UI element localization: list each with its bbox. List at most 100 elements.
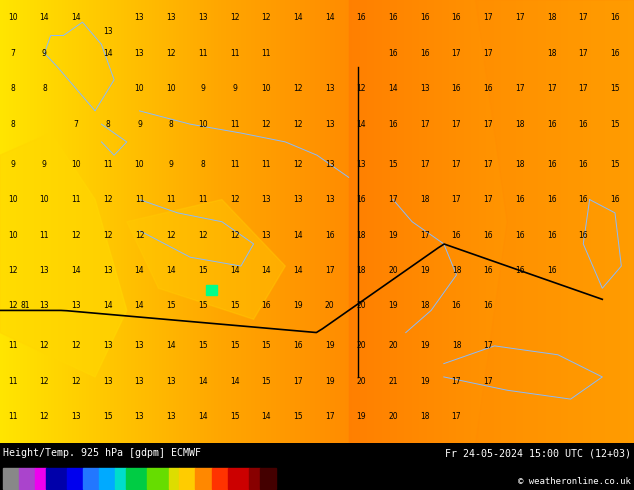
Text: 20: 20 [356, 377, 366, 386]
Text: 20: 20 [356, 342, 366, 350]
Text: 9: 9 [42, 160, 47, 169]
Text: 15: 15 [293, 413, 303, 421]
Polygon shape [127, 199, 285, 319]
Bar [228, 467, 249, 489]
Text: 11: 11 [8, 342, 17, 350]
Text: 12: 12 [294, 120, 302, 129]
Text: 7: 7 [74, 120, 79, 129]
Text: 17: 17 [325, 413, 335, 421]
Text: 16: 16 [578, 195, 588, 204]
Text: 18: 18 [357, 230, 366, 240]
Text: 12: 12 [294, 160, 302, 169]
Text: 9: 9 [42, 49, 47, 58]
Text: 20: 20 [388, 413, 398, 421]
Text: 17: 17 [578, 13, 588, 22]
Text: © weatheronline.co.uk: © weatheronline.co.uk [518, 477, 631, 486]
Text: 8: 8 [10, 84, 15, 93]
Text: 17: 17 [483, 120, 493, 129]
Text: 14: 14 [261, 266, 271, 275]
Bar [19, 467, 36, 489]
Text: 15: 15 [230, 301, 240, 311]
Text: 19: 19 [356, 413, 366, 421]
Text: 15: 15 [230, 413, 240, 421]
Text: 17: 17 [420, 230, 430, 240]
Text: 16: 16 [483, 230, 493, 240]
Text: 18: 18 [420, 413, 429, 421]
Text: 17: 17 [293, 377, 303, 386]
Text: 13: 13 [261, 195, 271, 204]
Text: 13: 13 [166, 413, 176, 421]
Text: 16: 16 [483, 301, 493, 311]
Text: 13: 13 [166, 13, 176, 22]
Text: 13: 13 [134, 413, 145, 421]
Bar [67, 467, 83, 489]
Bar [249, 467, 259, 489]
Text: 9: 9 [169, 160, 174, 169]
Text: 12: 12 [40, 342, 49, 350]
Text: 14: 14 [103, 301, 113, 311]
Text: 10: 10 [8, 195, 18, 204]
Text: 7: 7 [10, 49, 15, 58]
Text: 20: 20 [388, 342, 398, 350]
Text: 17: 17 [420, 120, 430, 129]
Text: 11: 11 [262, 160, 271, 169]
Text: 9: 9 [232, 84, 237, 93]
Text: 14: 14 [103, 49, 113, 58]
Text: 19: 19 [420, 266, 430, 275]
Text: 11: 11 [230, 49, 239, 58]
Text: 10: 10 [134, 160, 145, 169]
Text: 14: 14 [261, 413, 271, 421]
Text: 12: 12 [103, 195, 112, 204]
Text: 14: 14 [39, 13, 49, 22]
Text: 12: 12 [262, 13, 271, 22]
Text: 17: 17 [325, 266, 335, 275]
Text: 17: 17 [515, 13, 525, 22]
Text: 13: 13 [103, 26, 113, 36]
Text: 10: 10 [166, 84, 176, 93]
Text: 13: 13 [39, 301, 49, 311]
Text: 16: 16 [451, 301, 462, 311]
Text: 11: 11 [8, 413, 17, 421]
Text: 19: 19 [388, 230, 398, 240]
Text: 13: 13 [134, 13, 145, 22]
Text: 16: 16 [483, 266, 493, 275]
Text: 13: 13 [39, 266, 49, 275]
Text: 13: 13 [103, 377, 113, 386]
Text: 15: 15 [198, 342, 208, 350]
Text: 18: 18 [515, 120, 524, 129]
Text: 17: 17 [451, 160, 462, 169]
Text: 15: 15 [166, 301, 176, 311]
Text: 15: 15 [230, 342, 240, 350]
Text: 12: 12 [72, 342, 81, 350]
Text: 13: 13 [103, 266, 113, 275]
Text: 16: 16 [451, 84, 462, 93]
Text: 12: 12 [40, 377, 49, 386]
Text: 17: 17 [451, 195, 462, 204]
Text: 12: 12 [103, 230, 112, 240]
Text: 16: 16 [578, 230, 588, 240]
Bar [179, 467, 195, 489]
Text: 13: 13 [134, 377, 145, 386]
Text: 12: 12 [40, 413, 49, 421]
Text: 17: 17 [388, 195, 398, 204]
Text: 17: 17 [515, 84, 525, 93]
Text: 17: 17 [483, 49, 493, 58]
Text: 16: 16 [293, 342, 303, 350]
Text: 17: 17 [420, 160, 430, 169]
Text: 12: 12 [230, 230, 239, 240]
Text: 17: 17 [483, 377, 493, 386]
Bar [206, 285, 217, 295]
Text: 11: 11 [230, 120, 239, 129]
Bar [3, 467, 19, 489]
Text: 16: 16 [325, 230, 335, 240]
Text: 8: 8 [105, 120, 110, 129]
Text: 16: 16 [610, 49, 620, 58]
Text: 16: 16 [388, 120, 398, 129]
Bar [259, 467, 276, 489]
Text: 18: 18 [420, 301, 429, 311]
Text: 18: 18 [452, 342, 461, 350]
Text: 11: 11 [40, 230, 49, 240]
Text: 9: 9 [200, 84, 205, 93]
Text: 16: 16 [483, 84, 493, 93]
Polygon shape [476, 0, 634, 443]
